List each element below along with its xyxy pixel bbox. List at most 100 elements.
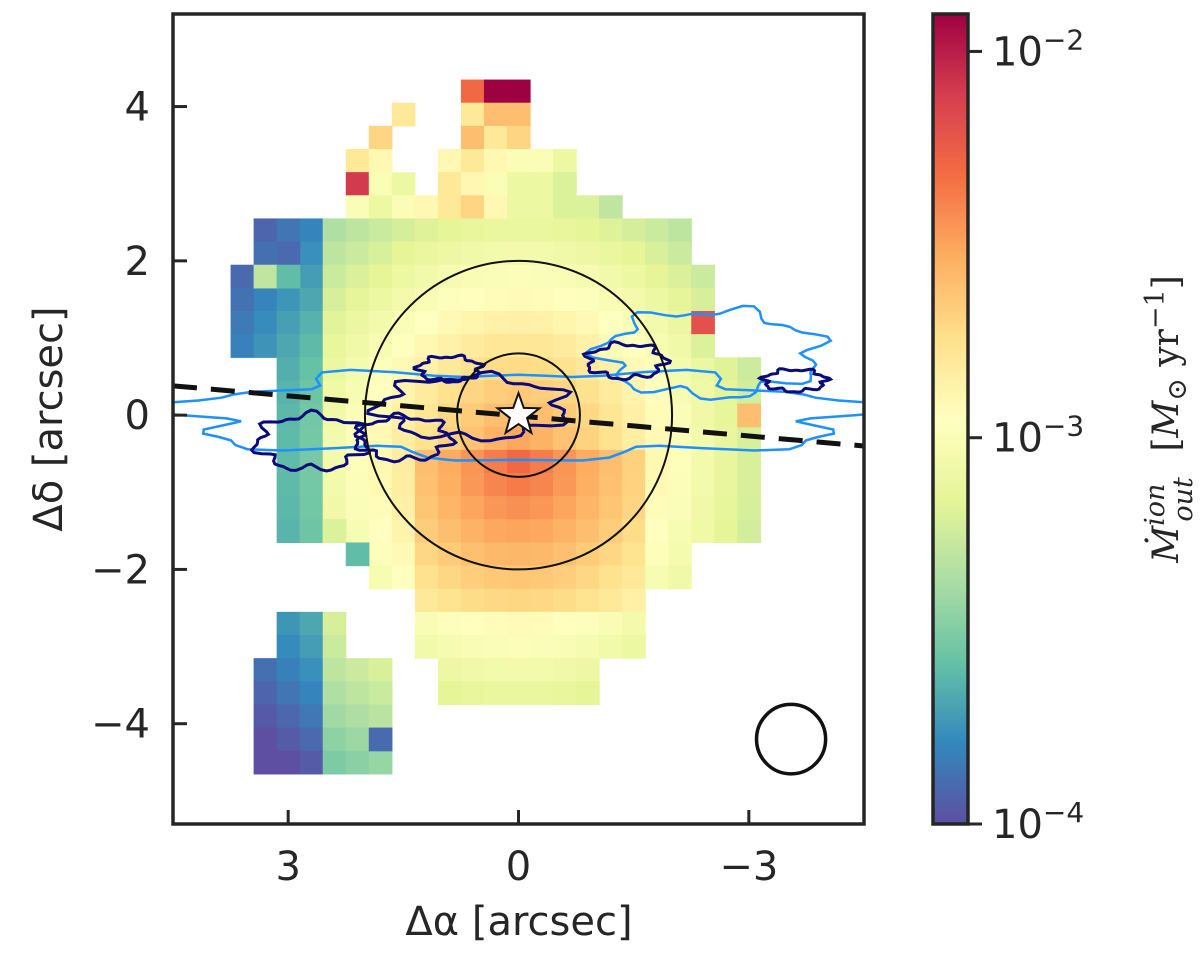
heatmap-pixel (483, 473, 508, 497)
heatmap-pixel (622, 287, 646, 312)
heatmap-pixel (414, 218, 439, 243)
heatmap-pixel (391, 542, 416, 567)
heatmap-pixel (530, 542, 554, 567)
colorbar-ticks: 10−4 10−3 10−2 (968, 23, 1084, 848)
heatmap-pixel (506, 658, 531, 682)
heatmap-pixel (576, 449, 600, 474)
heatmap-pixel (599, 473, 623, 497)
heatmap-pixel (668, 496, 692, 520)
heatmap-pixel (460, 172, 485, 196)
heatmap-pixel (460, 311, 485, 335)
heatmap-pixel (668, 565, 692, 590)
heatmap-pixel (437, 218, 462, 243)
heatmap-pixel (437, 287, 462, 312)
y-tick-label: 4 (125, 85, 150, 131)
heatmap-pixel (553, 172, 577, 196)
heatmap-pixel (460, 403, 485, 428)
heatmap-pixel (599, 426, 623, 451)
heatmap-pixel (530, 449, 554, 474)
heatmap-pixel (530, 357, 554, 382)
heatmap-pixel (506, 473, 531, 497)
heatmap-pixel (322, 311, 347, 335)
heatmap-pixel (276, 241, 301, 266)
heatmap-pixel (645, 496, 669, 520)
heatmap-pixel (483, 496, 508, 520)
heatmap-pixel (691, 473, 715, 497)
heatmap-pixel (622, 403, 646, 428)
heatmap-pixel (345, 149, 370, 173)
heatmap-pixel (276, 357, 301, 382)
heatmap-pixel (276, 473, 301, 497)
heatmap-pixel (460, 635, 485, 659)
heatmap-pixel (553, 635, 577, 659)
heatmap-pixel (299, 287, 324, 312)
heatmap-pixel (506, 218, 531, 243)
heatmap-pixel (622, 264, 646, 289)
heatmap-pixel (553, 334, 577, 358)
heatmap-pixel (668, 542, 692, 567)
heatmap-pixel (391, 287, 416, 312)
heatmap-pixel (391, 241, 416, 266)
heatmap-pixel (576, 496, 600, 520)
heatmap-pixel (414, 195, 439, 220)
heatmap-pixel (345, 658, 370, 682)
beam-circle (754, 702, 828, 776)
heatmap-pixel (622, 380, 646, 405)
heatmap-pixel (437, 658, 462, 682)
heatmap-pixel (368, 681, 393, 706)
heatmap-pixel (368, 218, 393, 243)
heatmap-pixel (322, 750, 347, 775)
heatmap-pixel (391, 218, 416, 243)
heatmap-pixel (622, 611, 646, 636)
heatmap-pixel (553, 473, 577, 497)
heatmap-pixel (506, 195, 531, 220)
heatmap-pixel (460, 241, 485, 266)
heatmap-pixel (437, 542, 462, 567)
contour-line (581, 340, 673, 382)
heatmap-pixel (299, 426, 324, 451)
heatmap-pixel (506, 611, 531, 636)
heatmap-pixel (299, 704, 324, 729)
heatmap-pixel (691, 334, 715, 358)
heatmap-pixel (506, 496, 531, 520)
heatmap-pixel (645, 403, 669, 428)
heatmap-pixel (299, 611, 324, 636)
heatmap-pixel (576, 588, 600, 613)
heatmap-pixel (483, 102, 508, 127)
heatmap-pixel (506, 334, 531, 358)
heatmap-pixel (599, 542, 623, 567)
heatmap-pixel (230, 311, 255, 335)
heatmap-pixel (737, 403, 761, 428)
contour-line (353, 411, 459, 464)
y-tick-label: −4 (91, 702, 150, 748)
heatmap-pixel (276, 496, 301, 520)
heatmap-pixel (714, 449, 738, 474)
heatmap-pixel (460, 334, 485, 358)
heatmap-pixel (530, 241, 554, 266)
heatmap-pixel (506, 79, 531, 104)
heatmap-pixel (668, 473, 692, 497)
y-tick-label: −2 (91, 547, 150, 593)
heatmap-pixel (276, 380, 301, 405)
heatmap-pixel (414, 588, 439, 613)
heatmap-pixel (437, 635, 462, 659)
heatmap-pixel (483, 218, 508, 243)
heatmap-pixel (345, 287, 370, 312)
heatmap-pixel (345, 473, 370, 497)
heatmap-pixel (737, 449, 761, 474)
y-tick-label: 0 (125, 393, 150, 439)
heatmap-pixel (460, 195, 485, 220)
heatmap-pixel (299, 241, 324, 266)
heatmap-pixel (437, 311, 462, 335)
heatmap-pixel (322, 611, 347, 636)
heatmap-pixel (345, 334, 370, 358)
heatmap-pixel (599, 565, 623, 590)
heatmap-pixel (530, 287, 554, 312)
heatmap-pixel (437, 588, 462, 613)
heatmap-pixel (299, 218, 324, 243)
heatmap-pixel (368, 727, 393, 752)
heatmap-pixel (299, 334, 324, 358)
heatmap-pixel (599, 311, 623, 335)
heatmap-pixel (253, 704, 278, 729)
heatmap-pixel (530, 264, 554, 289)
